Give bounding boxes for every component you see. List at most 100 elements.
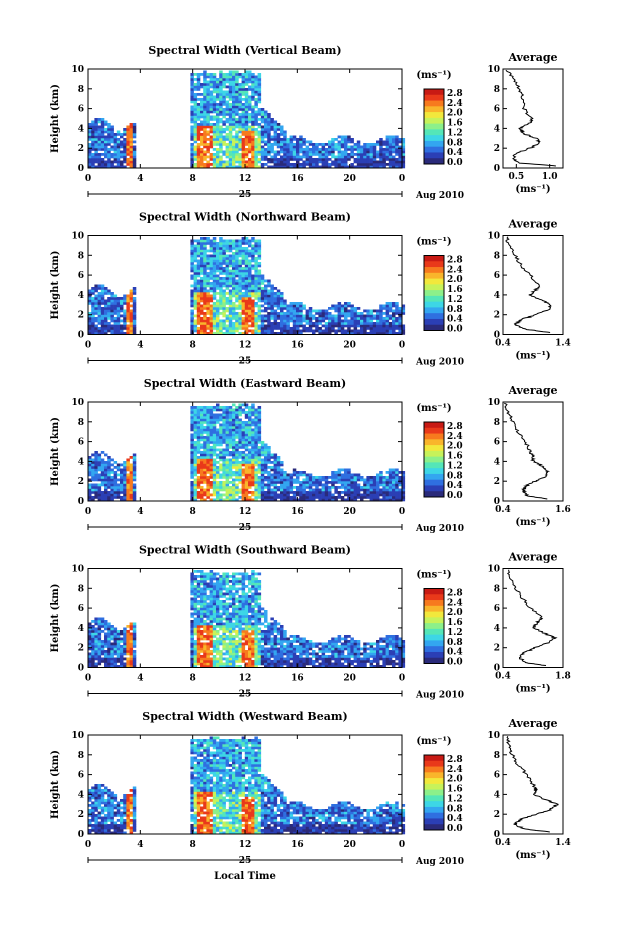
heatmap-cell: [216, 287, 220, 290]
heatmap-cell: [392, 309, 396, 313]
heatmap-cell: [91, 632, 95, 636]
heatmap-cell: [286, 329, 290, 333]
heatmap-cell: [209, 299, 214, 303]
heatmap-cell: [379, 140, 383, 144]
heatmap-cell: [203, 277, 207, 280]
heatmap-cell: [251, 110, 255, 114]
heatmap-cell: [196, 145, 201, 149]
heatmap-cell: [104, 476, 108, 479]
heatmap-cell: [200, 150, 204, 154]
heatmap-cell: [232, 471, 236, 474]
heatmap-cell: [88, 128, 92, 131]
heatmap-cell: [302, 319, 306, 323]
heatmap-cell: [241, 287, 246, 290]
heatmap-cell: [225, 299, 230, 303]
heatmap-cell: [251, 309, 255, 313]
heatmap-cell: [200, 282, 204, 285]
heatmap-cell: [97, 622, 102, 626]
heatmap-cell: [222, 456, 226, 459]
heatmap-cell: [203, 78, 207, 81]
heatmap-cell: [254, 294, 258, 298]
heatmap-cell: [94, 496, 98, 499]
heatmap-cell: [296, 476, 300, 479]
heatmap-cell: [123, 165, 127, 169]
heatmap-cell: [251, 294, 255, 298]
heatmap-cell: [267, 476, 271, 479]
heatmap-cell: [273, 481, 278, 484]
heatmap-cell: [110, 133, 114, 136]
heatmap-cell: [126, 133, 130, 136]
heatmap-cell: [296, 150, 300, 154]
heatmap-cell: [97, 128, 102, 131]
heatmap-cell: [267, 319, 271, 323]
heatmap-cell: [286, 140, 290, 144]
colorbar-tick-label: 0.8: [447, 471, 463, 481]
heatmap-cell: [126, 329, 130, 333]
heatmap-cell: [196, 304, 201, 308]
heatmap-cell: [190, 75, 194, 79]
heatmap-cell: [289, 317, 294, 320]
heatmap-cell: [116, 130, 121, 134]
heatmap-cell: [251, 282, 255, 285]
heatmap-cell: [190, 100, 194, 104]
heatmap-cell: [254, 418, 258, 422]
heatmap-cell: [257, 436, 262, 439]
heatmap-cell: [232, 498, 236, 502]
heatmap-cell: [190, 163, 194, 166]
heatmap-cell: [340, 153, 345, 156]
heatmap-cell: [398, 496, 402, 499]
heatmap-cell: [100, 647, 105, 651]
heatmap-cell: [212, 264, 217, 268]
heatmap-cell: [238, 408, 242, 412]
heatmap-cell: [238, 304, 242, 308]
heatmap-cell: [270, 299, 274, 303]
heatmap-cell: [276, 160, 281, 164]
heatmap-cell: [248, 436, 252, 439]
heatmap-cell: [132, 329, 137, 333]
heatmap-cell: [120, 496, 124, 499]
heatmap-cell: [260, 133, 265, 136]
heatmap-cell: [113, 319, 118, 323]
heatmap-cell: [392, 468, 396, 472]
heatmap-cell: [225, 416, 230, 419]
heatmap-cell: [228, 451, 233, 454]
heatmap-cell: [209, 428, 214, 432]
heatmap-cell: [190, 496, 194, 499]
heatmap-cell: [97, 120, 102, 124]
heatmap-cell: [280, 143, 284, 146]
heatmap-cell: [276, 481, 281, 484]
heatmap-cell: [212, 88, 217, 91]
heatmap-cell: [232, 113, 236, 116]
heatmap-cell: [200, 100, 204, 104]
heatmap-cell: [116, 645, 121, 648]
heatmap-cell: [248, 80, 252, 84]
heatmap-cell: [254, 262, 258, 265]
heatmap-cell: [235, 329, 239, 333]
heatmap-cell: [216, 498, 220, 502]
heatmap-cell: [270, 289, 274, 293]
heatmap-cell: [257, 411, 262, 414]
heatmap-cell: [308, 488, 313, 492]
heatmap-cell: [126, 478, 130, 482]
heatmap-cell: [292, 302, 297, 305]
heatmap-cell: [219, 473, 223, 477]
heatmap-cell: [190, 155, 194, 159]
heatmap-cell: [203, 453, 207, 457]
heatmap-cell: [232, 433, 236, 437]
x-tick-label: 16: [291, 174, 304, 184]
heatmap-cell: [91, 662, 95, 666]
heatmap-cell: [398, 155, 402, 159]
heatmap-cell: [222, 93, 226, 96]
heatmap-cell: [308, 319, 313, 323]
heatmap-cell: [238, 488, 242, 492]
heatmap-cell: [305, 160, 310, 164]
heatmap-cell: [219, 108, 223, 111]
heatmap-cell: [264, 128, 268, 131]
heatmap-cell: [289, 478, 294, 482]
heatmap-cell: [244, 75, 249, 79]
heatmap-cell: [366, 165, 370, 169]
heatmap-cell: [129, 125, 134, 129]
heatmap-cell: [260, 277, 265, 280]
heatmap-cell: [116, 637, 121, 641]
heatmap-cell: [395, 138, 399, 141]
